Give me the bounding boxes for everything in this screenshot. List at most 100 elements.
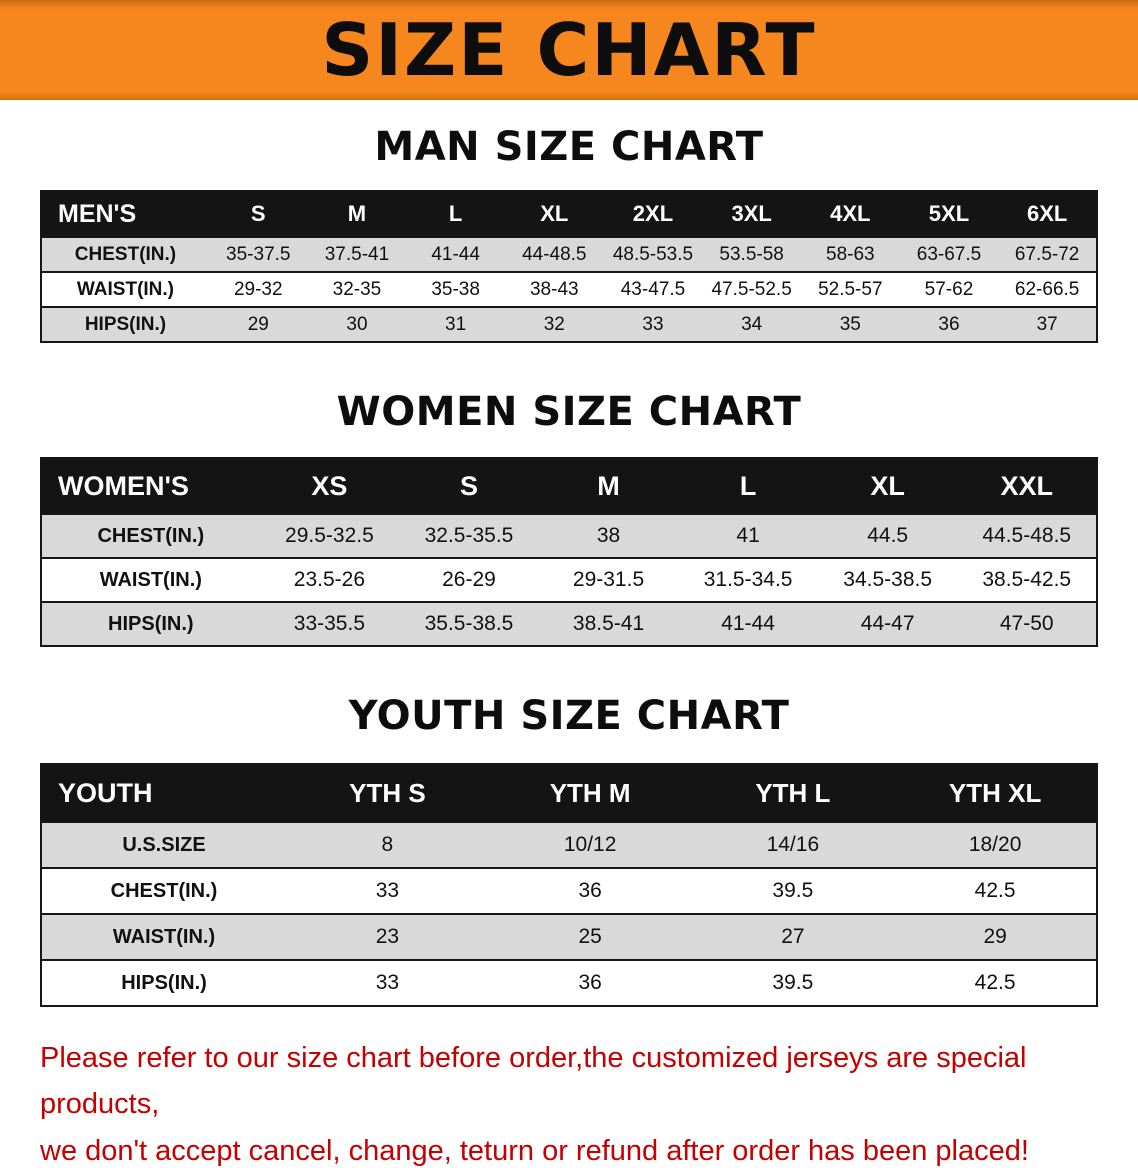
size-value: 42.5 — [894, 867, 1097, 914]
youth-section-heading: YOUTH SIZE CHART — [348, 693, 790, 739]
table-row: HIPS(IN.) 29 30 31 32 33 34 35 36 37 — [41, 306, 1097, 342]
size-value: 41 — [678, 513, 818, 558]
size-value: 35-37.5 — [208, 236, 308, 272]
men-size-chart-section: MAN SIZE CHART MEN'S S M L XL 2XL 3XL 4XL 5XL 6XL… — [0, 124, 1138, 343]
size-column-header: 4XL — [800, 191, 900, 237]
size-column-header: S — [399, 458, 539, 514]
size-value: 38 — [538, 513, 679, 558]
size-value: 43-47.5 — [603, 271, 703, 307]
size-value: 36 — [488, 959, 692, 1006]
size-value: 48.5-53.5 — [603, 236, 703, 272]
size-value: 37 — [998, 306, 1097, 342]
table-corner-label: MEN'S — [41, 191, 209, 237]
size-value: 34 — [702, 306, 801, 342]
size-value: 37.5-41 — [307, 236, 407, 272]
notice-line-1: Please refer to our size chart before or… — [40, 1042, 1027, 1121]
row-label: WAIST(IN.) — [41, 557, 260, 602]
size-value: 27 — [691, 913, 895, 960]
size-value: 35 — [800, 306, 900, 342]
youth-size-table: YOUTH YTH S YTH M YTH L YTH XL U.S.SIZE 8 10/12… — [40, 763, 1098, 1007]
size-value: 36 — [488, 867, 692, 914]
row-label: WAIST(IN.) — [41, 271, 209, 307]
size-column-header: XXL — [957, 458, 1097, 514]
size-value: 29.5-32.5 — [259, 513, 400, 558]
men-size-table: MEN'S S M L XL 2XL 3XL 4XL 5XL 6XL CHEST(IN.) 35-37… — [40, 190, 1098, 343]
size-column-header: M — [307, 191, 407, 237]
size-value: 29 — [894, 913, 1097, 960]
row-label: HIPS(IN.) — [41, 601, 260, 646]
size-value: 47-50 — [957, 601, 1097, 646]
size-column-header: YTH L — [691, 764, 895, 822]
row-label: U.S.SIZE — [41, 821, 287, 868]
size-value: 36 — [899, 306, 999, 342]
size-value: 18/20 — [894, 821, 1097, 868]
size-value: 25 — [488, 913, 692, 960]
size-column-header: XL — [817, 458, 958, 514]
size-value: 44-47 — [817, 601, 958, 646]
size-value: 32.5-35.5 — [399, 513, 539, 558]
row-label: CHEST(IN.) — [41, 513, 260, 558]
youth-size-chart-section: YOUTH SIZE CHART YOUTH YTH S YTH M YTH L YTH… — [0, 693, 1138, 1007]
size-value: 33 — [286, 867, 489, 914]
size-value: 14/16 — [691, 821, 895, 868]
size-value: 33 — [603, 306, 703, 342]
row-label: CHEST(IN.) — [41, 867, 287, 914]
size-value: 44.5 — [817, 513, 958, 558]
size-value: 34.5-38.5 — [817, 557, 958, 602]
table-row: WAIST(IN.) 23.5-26 26-29 29-31.5 31.5-34.5 34… — [41, 557, 1097, 602]
women-size-table: WOMEN'S XS S M L XL XXL CHEST(IN.) 29.5-32.5 32.5… — [40, 457, 1098, 647]
row-label: CHEST(IN.) — [41, 236, 209, 272]
row-label: HIPS(IN.) — [41, 959, 287, 1006]
order-notice: Please refer to our size chart before or… — [40, 1035, 1098, 1174]
size-column-header: YTH M — [488, 764, 692, 822]
size-value: 10/12 — [488, 821, 692, 868]
size-value: 8 — [286, 821, 489, 868]
size-value: 47.5-52.5 — [702, 271, 801, 307]
size-value: 29 — [208, 306, 308, 342]
table-row: CHEST(IN.) 35-37.5 37.5-41 41-44 44-48.5 48.5… — [41, 236, 1097, 272]
table-row: U.S.SIZE 8 10/12 14/16 18/20 — [41, 821, 1097, 868]
table-corner-label: WOMEN'S — [41, 458, 260, 514]
size-value: 32-35 — [307, 271, 407, 307]
size-column-header: 5XL — [899, 191, 999, 237]
size-column-header: YTH S — [286, 764, 489, 822]
size-value: 32 — [504, 306, 604, 342]
size-value: 38-43 — [504, 271, 604, 307]
size-value: 53.5-58 — [702, 236, 801, 272]
size-value: 29-32 — [208, 271, 308, 307]
table-row: HIPS(IN.) 33 36 39.5 42.5 — [41, 959, 1097, 1006]
size-column-header: L — [406, 191, 505, 237]
size-column-header: 3XL — [702, 191, 801, 237]
size-column-header: S — [208, 191, 308, 237]
size-value: 38.5-42.5 — [957, 557, 1097, 602]
size-column-header: 2XL — [603, 191, 703, 237]
table-row: WAIST(IN.) 23 25 27 29 — [41, 913, 1097, 960]
size-value: 35-38 — [406, 271, 505, 307]
size-value: 31 — [406, 306, 505, 342]
size-column-header: XS — [259, 458, 400, 514]
size-value: 30 — [307, 306, 407, 342]
size-value: 44.5-48.5 — [957, 513, 1097, 558]
table-header-row: WOMEN'S XS S M L XL XXL — [41, 458, 1097, 514]
row-label: WAIST(IN.) — [41, 913, 287, 960]
size-value: 44-48.5 — [504, 236, 604, 272]
size-value: 23 — [286, 913, 489, 960]
banner: SIZE CHART — [0, 0, 1138, 100]
size-value: 42.5 — [894, 959, 1097, 1006]
size-value: 29-31.5 — [538, 557, 679, 602]
size-value: 33-35.5 — [259, 601, 400, 646]
table-corner-label: YOUTH — [41, 764, 287, 822]
size-value: 38.5-41 — [538, 601, 679, 646]
size-value: 39.5 — [691, 959, 895, 1006]
size-column-header: 6XL — [998, 191, 1097, 237]
size-value: 41-44 — [678, 601, 818, 646]
notice-line-2: we don't accept cancel, change, teturn o… — [40, 1134, 1029, 1167]
size-value: 23.5-26 — [259, 557, 400, 602]
table-row: WAIST(IN.) 29-32 32-35 35-38 38-43 43-47.5 47.… — [41, 271, 1097, 307]
women-section-heading: WOMEN SIZE CHART — [336, 389, 802, 435]
row-label: HIPS(IN.) — [41, 306, 209, 342]
page-title: SIZE CHART — [321, 8, 817, 92]
men-section-heading: MAN SIZE CHART — [374, 124, 764, 170]
size-value: 26-29 — [399, 557, 539, 602]
